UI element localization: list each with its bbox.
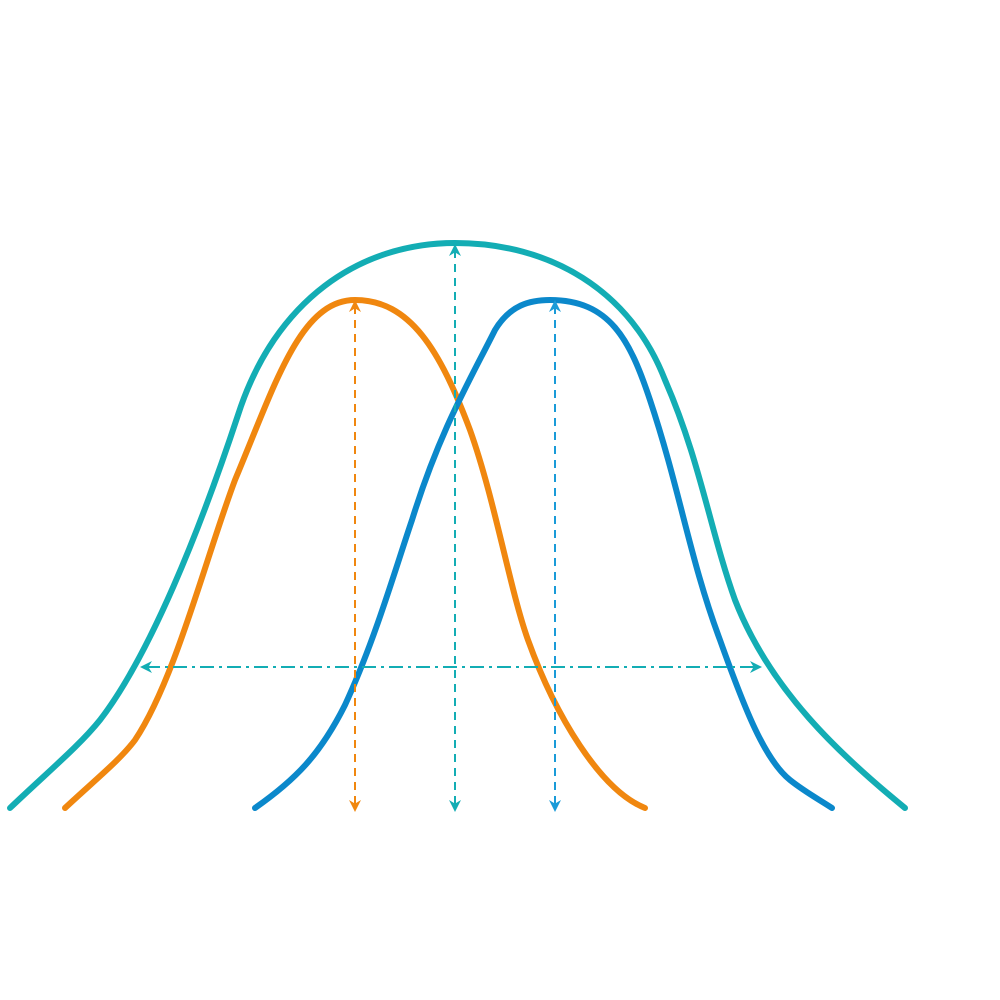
right-curve [252, 296, 835, 811]
wide-curve [7, 239, 908, 811]
